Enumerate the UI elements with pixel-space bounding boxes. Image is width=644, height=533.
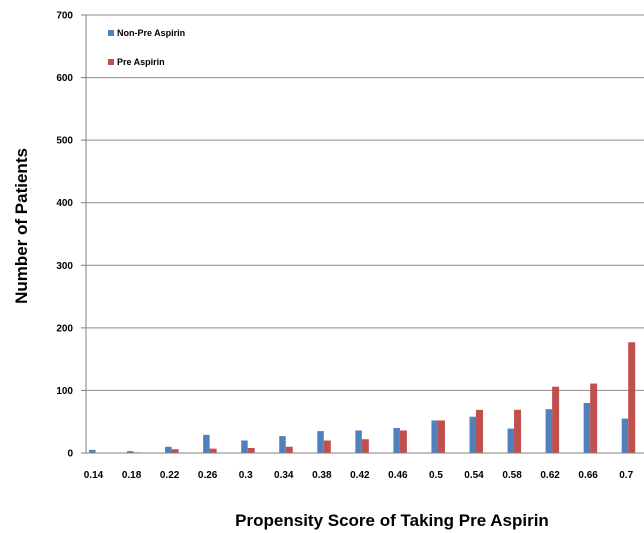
bar-pre-aspirin — [361, 439, 369, 453]
legend-swatch — [108, 30, 114, 36]
bar-pre-aspirin — [514, 409, 522, 453]
y-tick-label: 400 — [56, 198, 73, 209]
x-tick-label: 0.62 — [540, 470, 560, 481]
bar-non-pre-aspirin — [355, 430, 362, 453]
bars — [89, 342, 636, 453]
legend: Non-Pre Aspirin Pre Aspirin — [108, 28, 185, 67]
bar-pre-aspirin — [590, 383, 598, 453]
bar-pre-aspirin — [437, 420, 445, 453]
x-tick-label: 0.3 — [239, 470, 253, 481]
axes — [85, 15, 644, 454]
x-tick-label: 0.14 — [84, 470, 104, 481]
legend-label: Pre Aspirin — [117, 57, 165, 67]
bar-non-pre-aspirin — [127, 451, 134, 453]
y-tick-label: 600 — [56, 73, 73, 84]
x-tick-label: 0.58 — [502, 470, 522, 481]
x-tick-label: 0.34 — [274, 470, 294, 481]
x-tick-label: 0.46 — [388, 470, 408, 481]
x-tick-label: 0.38 — [312, 470, 332, 481]
bar-non-pre-aspirin — [393, 427, 400, 453]
x-axis-title: Propensity Score of Taking Pre Aspirin — [235, 511, 549, 530]
x-tick-label: 0.18 — [122, 470, 142, 481]
bar-pre-aspirin — [171, 449, 179, 453]
bar-non-pre-aspirin — [431, 420, 438, 453]
x-tick-label: 0.7 — [619, 470, 633, 481]
y-tick-label: 100 — [56, 386, 73, 397]
bar-pre-aspirin — [323, 440, 331, 453]
bar-non-pre-aspirin — [89, 449, 96, 453]
bar-non-pre-aspirin — [621, 418, 629, 453]
x-tick-label: 0.54 — [464, 470, 484, 481]
bar-non-pre-aspirin — [203, 434, 210, 453]
bar-pre-aspirin — [552, 386, 560, 453]
bar-non-pre-aspirin — [317, 431, 324, 453]
bar-pre-aspirin — [247, 447, 255, 453]
x-tick-label: 0.22 — [160, 470, 180, 481]
bar-pre-aspirin — [628, 342, 636, 453]
y-tick-label: 0 — [67, 449, 73, 460]
y-tick-label: 300 — [56, 261, 73, 272]
bar-pre-aspirin — [476, 409, 483, 453]
bar-non-pre-aspirin — [507, 428, 515, 453]
bar-pre-aspirin — [285, 446, 293, 453]
x-tick-labels: 0.14 0.18 0.22 0.26 0.3 0.34 0.38 0.42 0.46 0.5 0.… — [84, 470, 634, 481]
y-tick-label: 500 — [56, 136, 73, 147]
legend-label: Non-Pre Aspirin — [117, 28, 185, 38]
bar-non-pre-aspirin — [165, 446, 172, 453]
bar-non-pre-aspirin — [279, 436, 286, 453]
x-tick-label: 0.26 — [198, 470, 218, 481]
gridlines — [81, 14, 644, 454]
y-tick-label: 200 — [56, 323, 73, 334]
bar-non-pre-aspirin — [583, 402, 591, 453]
y-tick-labels: 0 100 200 300 400 500 600 700 — [56, 11, 73, 460]
y-axis-title: Number of Patients — [12, 148, 31, 304]
x-tick-label: 0.42 — [350, 470, 370, 481]
x-tick-label: 0.66 — [578, 470, 598, 481]
legend-swatch — [108, 59, 114, 65]
bar-non-pre-aspirin — [241, 440, 248, 453]
bar-pre-aspirin — [209, 448, 217, 453]
x-tick-label: 0.5 — [429, 470, 443, 481]
bar-non-pre-aspirin — [545, 409, 553, 453]
bar-non-pre-aspirin — [469, 416, 476, 453]
y-tick-label: 700 — [56, 11, 73, 22]
bar-pre-aspirin — [399, 430, 407, 453]
